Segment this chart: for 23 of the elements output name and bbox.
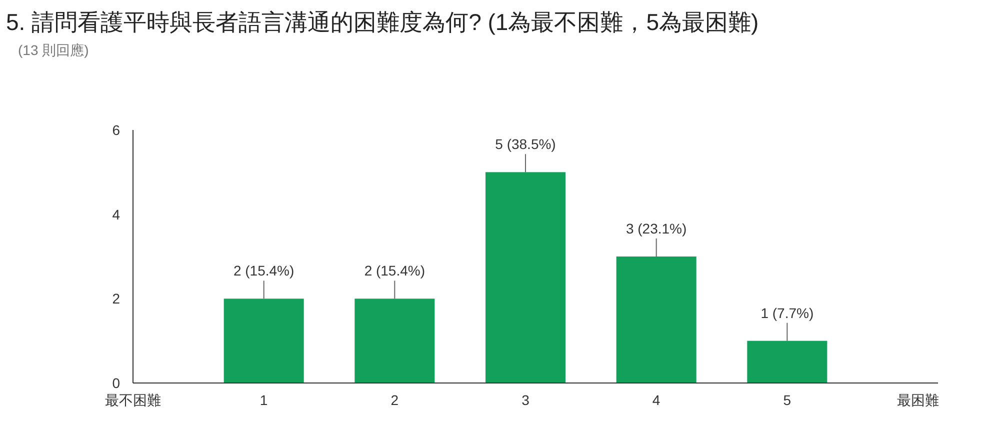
x-tick-label: 5 <box>783 392 792 408</box>
x-tick-label: 最不困難 <box>105 392 161 408</box>
bar <box>616 256 696 383</box>
x-tick-label: 3 <box>522 392 530 408</box>
bar <box>747 340 828 383</box>
chart-title: 5. 請問看護平時與長者語言溝通的困難度為何? (1為最不困難，5為最困難) <box>6 9 759 35</box>
chart-subtitle: (13 則回應) <box>18 42 89 58</box>
y-tick-label: 4 <box>112 206 120 222</box>
x-tick-label: 2 <box>390 392 399 408</box>
data-label: 1 (7.7%) <box>760 304 814 321</box>
data-label: 2 (15.4%) <box>364 262 426 279</box>
y-tick-label: 6 <box>112 122 120 138</box>
bar <box>224 298 304 383</box>
data-label: 5 (38.5%) <box>495 136 556 152</box>
x-tick-label: 1 <box>260 392 268 408</box>
data-label: 2 (15.4%) <box>233 262 294 279</box>
y-tick-label: 2 <box>112 290 120 307</box>
y-tick-label: 0 <box>112 375 120 391</box>
bar <box>486 172 566 383</box>
bar <box>354 298 435 383</box>
data-label: 3 (23.1%) <box>626 220 687 236</box>
x-tick-label: 最困難 <box>897 392 939 408</box>
x-tick-label: 4 <box>652 392 660 408</box>
